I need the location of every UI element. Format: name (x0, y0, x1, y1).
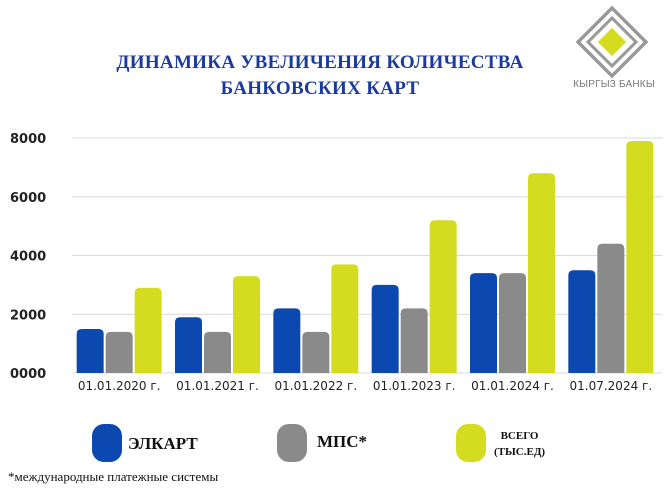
title-line-2: БАНКОВСКИХ КАРТ (220, 78, 420, 99)
bar-elkart (568, 270, 596, 373)
x-tick-label: 01.01.2020 г. (78, 379, 161, 393)
bar-mps (597, 243, 625, 373)
legend-swatch-mps (277, 424, 307, 462)
bar-elkart (273, 308, 301, 373)
legend-label-total-line-2: (ТЫС.ЕД) (494, 446, 546, 458)
bar-mps (204, 331, 231, 373)
x-tick-label: 01.07.2024 г. (570, 379, 653, 393)
national-bank-logo (575, 5, 649, 79)
bar-mps (400, 308, 428, 373)
bar-mps (499, 273, 526, 373)
title-line-1: ДИНАМИКА УВЕЛИЧЕНИЯ КОЛИЧЕСТВА (116, 52, 524, 73)
legend-swatch-elkart (92, 424, 122, 462)
grid-lines (72, 137, 662, 374)
bar-total (331, 264, 359, 373)
bar-total (134, 287, 162, 373)
y-tick-label: 8000 (10, 132, 46, 147)
footnote: *международные платежные системы (8, 469, 219, 484)
x-tick-label: 01.01.2022 г. (275, 379, 358, 393)
bar-total (626, 140, 654, 373)
y-tick-label: 4000 (10, 250, 46, 265)
logo-text: КЫРГЫЗ БАНКЫ (573, 79, 655, 90)
bar-elkart (76, 328, 104, 373)
bar-total (528, 173, 555, 373)
bar-elkart (470, 273, 497, 373)
x-tick-label: 01.01.2024 г. (471, 379, 554, 393)
bar-elkart (175, 317, 202, 373)
bars (76, 140, 654, 373)
legend-label-elkart: ЭЛКАРТ (128, 434, 198, 453)
y-tick-label: 6000 (10, 191, 46, 206)
legend-label-total: ВСЕГО (ТЫС.ЕД) (494, 428, 545, 460)
y-tick-label: 2000 (10, 308, 46, 323)
bar-total (233, 276, 260, 373)
legend-label-total-line-1: ВСЕГО (500, 430, 539, 442)
bar-mps (302, 331, 330, 373)
y-axis-ticks: 0000 2000 4000 6000 8000 (10, 132, 46, 382)
legend-label-mps: МПС* (317, 432, 368, 451)
x-axis-ticks: 01.01.2020 г. 01.01.2021 г. 01.01.2022 г. 0… (78, 379, 652, 393)
bar-mps (105, 331, 133, 373)
legend-swatch-total (456, 424, 486, 462)
bar-total (429, 220, 457, 373)
bar-elkart (371, 284, 399, 373)
x-tick-label: 01.01.2021 г. (176, 379, 259, 393)
x-tick-label: 01.01.2023 г. (373, 379, 456, 393)
chart-title: ДИНАМИКА УВЕЛИЧЕНИЯ КОЛИЧЕСТВА БАНКОВСКИ… (60, 50, 580, 102)
y-tick-label: 0000 (10, 367, 46, 382)
